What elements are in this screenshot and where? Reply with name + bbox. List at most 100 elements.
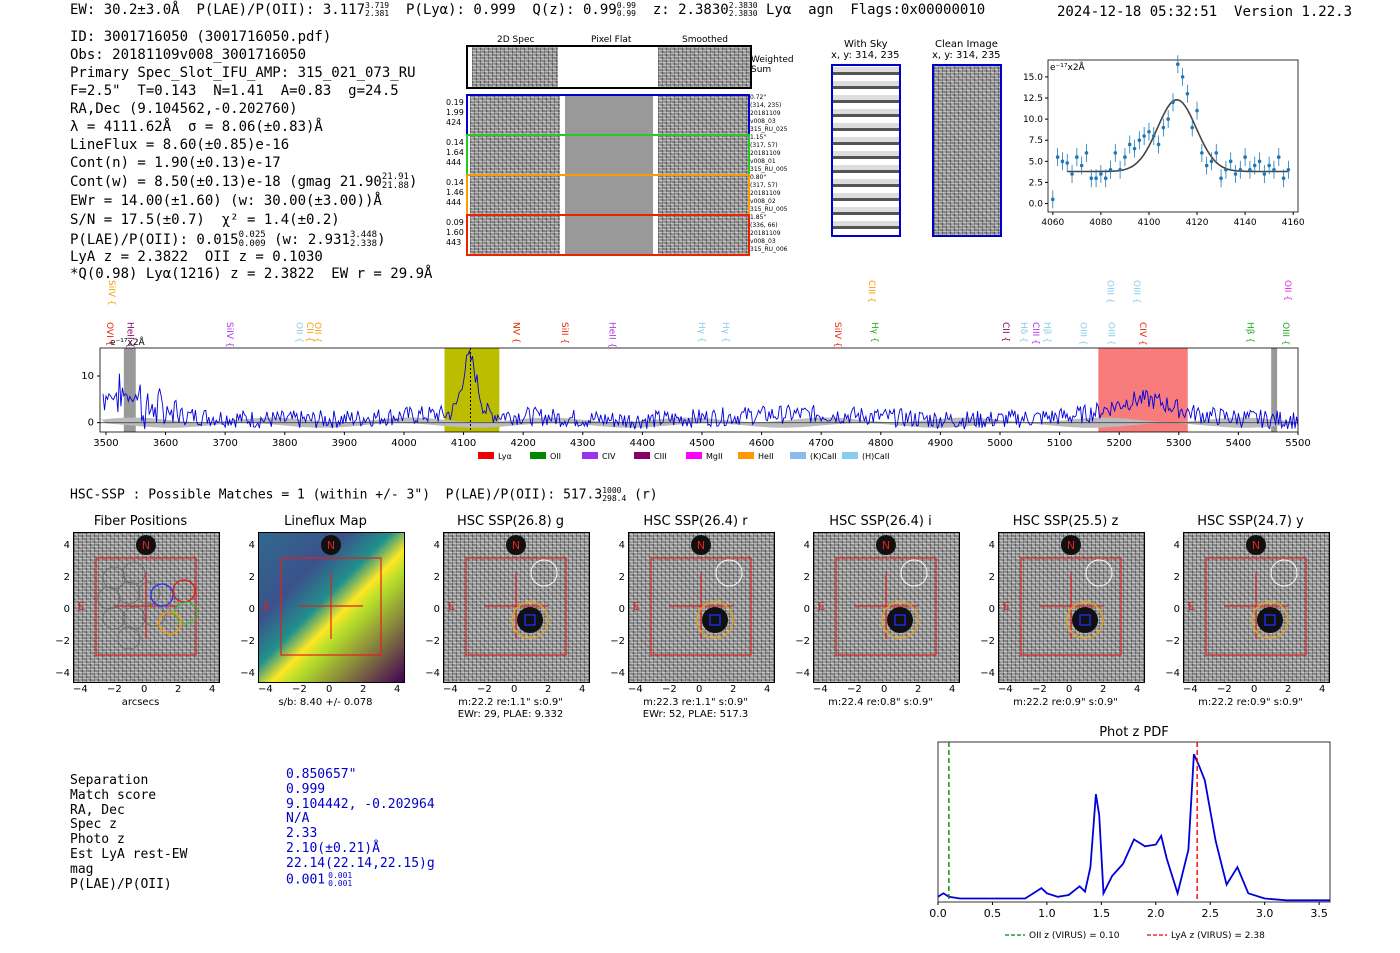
target-source [702, 607, 728, 633]
clean-image [932, 64, 1002, 237]
clean-image-xy: x, y: 314, 235 [932, 50, 1001, 61]
hsc-overlay: NE [633, 535, 752, 656]
y-tick-label: −4 [1165, 668, 1180, 679]
fit-data-point [1113, 151, 1118, 155]
spectral-line-label: OIII { [1105, 322, 1115, 346]
fit-data-point [1099, 172, 1103, 176]
cutout-2d [470, 176, 560, 214]
hsc-panel: HSC SSP(26.8) g N E 4 2 0 −2 −4 −4 −2 0 2 4 m:22.2 re… [418, 510, 603, 725]
fiber-circle [102, 566, 126, 590]
x-tick-label: 4 [764, 684, 771, 695]
fit-y-tick-label: 0.0 [1029, 200, 1044, 210]
weighted-label: Weighted Sum [751, 55, 794, 75]
y-tick-labels: 4 2 0 −2 −4 [422, 532, 440, 681]
svg-text:HeII {: HeII { [124, 322, 134, 348]
fit-data-point [1161, 125, 1166, 130]
fit-data-point [1272, 167, 1276, 172]
fit-x-tick-label: 4160 [1282, 218, 1305, 228]
y-tick-label: 0 [63, 604, 70, 615]
fit-x-tick-label: 4060 [1041, 218, 1064, 228]
fit-x-tick-label: 4120 [1186, 218, 1209, 228]
plae-w: (w: 2.931 [274, 232, 350, 248]
legend-swatch [686, 452, 702, 459]
x-tick-labels: −4 −2 0 2 4 [628, 684, 773, 696]
north-star [1061, 535, 1081, 555]
y-tick-label: −4 [55, 668, 70, 679]
match-value-text: 0.999 [286, 781, 326, 797]
hsc-panel: Lineflux Map N E 4 2 0 −2 −4 −4 −2 0 2 4 s/b: 8.40 +/… [233, 510, 418, 725]
y-tick-label: 4 [248, 540, 255, 551]
fit-data-point [1252, 163, 1257, 168]
x-tick-label: −2 [477, 684, 492, 695]
svg-text:OIII {: OIII { [1105, 322, 1115, 346]
spec-x-tick-label: 5100 [1047, 438, 1072, 449]
hsc-title: HSC-SSP : Possible Matches = 1 (within +… [70, 487, 658, 503]
match-value: N/A [286, 811, 435, 827]
fit-x-tick-label: 4140 [1234, 218, 1257, 228]
source-aperture [1251, 601, 1289, 639]
neighbor-source [1270, 559, 1298, 587]
x-tick-label: 4 [209, 684, 216, 695]
target-source [1072, 607, 1098, 633]
neighbor-source [530, 559, 558, 587]
spec-x-tick-label: 3800 [272, 438, 297, 449]
info-lines: ID: 3001716050 (3001716050.pdf) Obs: 2018… [70, 29, 432, 172]
info-line: LineFlux = 8.60(±0.85)e-16 [70, 137, 290, 153]
y-tick-label: 2 [63, 572, 70, 583]
north-star [876, 535, 896, 555]
fiber-circle [117, 581, 141, 605]
match-plae-hi: 0.001 [328, 870, 353, 880]
header-plae-hi: 3.719 [365, 1, 390, 10]
match-value: 2.10(±0.21)Å [286, 840, 435, 857]
y-tick-label: −4 [425, 668, 440, 679]
target-source [517, 607, 543, 633]
fiber-red [172, 579, 196, 603]
spectral-line-label: OIII { [1077, 322, 1087, 346]
with-sky-title: With Sky [844, 39, 888, 50]
fit-data-point [1224, 167, 1228, 172]
spec-x-tick-label: 5300 [1166, 438, 1191, 449]
fiber-orange [158, 611, 182, 635]
svg-text:CIII {: CIII { [866, 280, 876, 303]
cutout-row-stats: 0.09 1.60 443 [446, 218, 464, 248]
match-value-text: 2.10(±0.21)Å [286, 840, 380, 856]
cutout-row-stats: 0.14 1.64 444 [446, 138, 464, 168]
spec-x-tick-label: 4100 [451, 438, 476, 449]
col-2d-label: 2D Spec [497, 35, 535, 45]
photz-frame [937, 741, 1331, 903]
fit-data-point [1084, 151, 1089, 155]
fiber-marker [709, 614, 721, 626]
match-label: Photo z [70, 832, 125, 848]
masked-region [123, 348, 136, 432]
plae-hi: 0.025 [238, 230, 266, 240]
plae-w-lo: 2.338 [349, 239, 378, 249]
header-summary: EW: 30.2±3.0Å P(LAE)/P(OII): 3.1173.719 2… [70, 1, 986, 19]
contw-lo: 21.88 [381, 181, 409, 191]
svg-text:OII {: OII { [294, 322, 304, 343]
hsc-panel-title: HSC SSP(24.7) y [1197, 514, 1304, 529]
cutout-stat: 0.14 [446, 138, 464, 147]
north-label: N [697, 539, 705, 552]
x-tick-label: 2 [1100, 684, 1107, 695]
aperture-box [95, 557, 197, 656]
aperture-box [835, 557, 937, 656]
spectral-line-label: CIII { [866, 280, 876, 303]
fit-data-point [1118, 167, 1122, 172]
weighted-smooth [658, 47, 750, 87]
fit-x-tick-label: 4100 [1138, 218, 1161, 228]
header-z: z: 2.3830 [652, 2, 729, 18]
x-tick-label: −2 [292, 684, 307, 695]
match-label: mag [70, 861, 94, 877]
hsc-panel-sub1: m:22.4 re:0.8" s:0.9" [828, 697, 933, 708]
hsc-panel-title: HSC SSP(25.5) z [1012, 514, 1119, 529]
spec-x-tick-label: 4200 [510, 438, 535, 449]
header-flags: Flags:0x00000010 [850, 2, 986, 18]
spectral-line-label: CIII { [1030, 322, 1040, 345]
spec-x-tick-label: 4400 [630, 438, 655, 449]
header-ew: EW: 30.2±3.0Å [70, 2, 180, 18]
east-label: E [448, 600, 455, 613]
spec-x-tick-label: 4700 [808, 438, 833, 449]
cutout-info-line: 20181109 [750, 150, 781, 157]
photz-x-tick-label: 0.0 [929, 907, 947, 920]
